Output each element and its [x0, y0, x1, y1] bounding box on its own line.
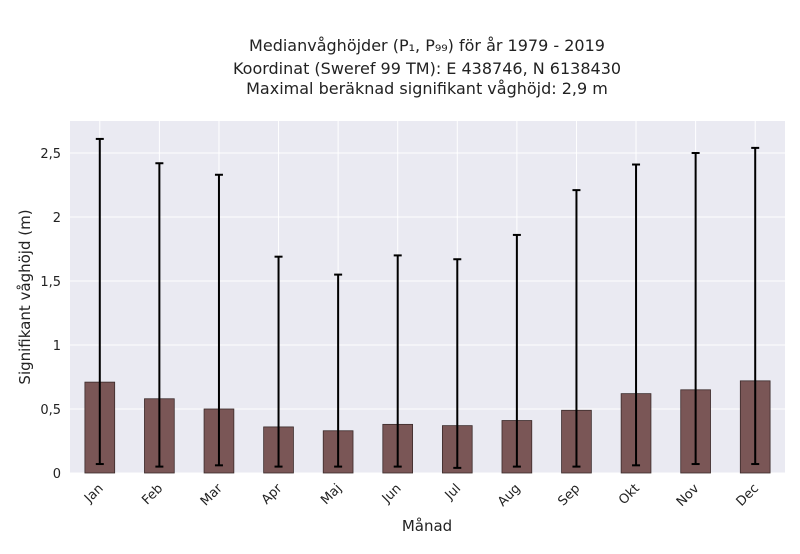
error-bar [155, 162, 164, 468]
error-bar [95, 137, 104, 466]
y-tick-label: 2 [53, 211, 61, 226]
error-bars [95, 137, 760, 469]
x-tick-label: Dec [734, 481, 762, 509]
x-tick-label: Jun [379, 481, 405, 507]
error-bar [334, 273, 343, 468]
chart-title-line-3: Maximal beräknad signifikant våghöjd: 2,… [246, 79, 608, 98]
x-tick-label: Aug [495, 481, 524, 510]
x-tick-label: Jan [81, 481, 106, 506]
x-tick-label: Mar [198, 481, 226, 509]
error-bar [453, 258, 462, 469]
x-tick-label: Sep [555, 481, 583, 509]
chart-title-line-2: Koordinat (Sweref 99 TM): E 438746, N 61… [233, 59, 621, 78]
chart-title: Medianvåghöjder (P₁, P₉₉) för år 1979 - … [233, 36, 621, 98]
x-tick-label: Okt [616, 481, 643, 508]
error-bar [572, 189, 581, 468]
x-axis-label: Månad [402, 517, 452, 535]
y-tick-label: 2,5 [40, 147, 61, 162]
error-bar [751, 146, 760, 466]
y-tick-label: 1,5 [40, 275, 61, 290]
y-tick-label: 0 [53, 467, 61, 482]
chart-title-line-1: Medianvåghöjder (P₁, P₉₉) för år 1979 - … [249, 36, 605, 55]
x-tick-label: Jul [442, 481, 464, 503]
x-axis-ticks: Jan Feb Mar Apr Maj Jun Jul Aug Sep Okt Nov Dec [81, 481, 762, 510]
x-tick-label: Maj [318, 481, 345, 508]
error-bar [393, 254, 402, 468]
error-bar [512, 233, 521, 468]
x-tick-label: Nov [674, 481, 703, 510]
plot-area [70, 121, 785, 473]
error-bar [214, 173, 223, 467]
y-axis-ticks: 0 0,5 1 1,5 2 2,5 [40, 147, 61, 482]
y-axis-label: Signifikant våghöjd (m) [16, 209, 34, 384]
error-bar [274, 255, 283, 468]
error-bar [632, 163, 641, 467]
x-tick-label: Apr [259, 481, 286, 508]
error-bar [691, 152, 700, 466]
y-tick-label: 1 [53, 339, 61, 354]
x-tick-label: Feb [139, 481, 166, 508]
y-tick-label: 0,5 [40, 403, 61, 418]
